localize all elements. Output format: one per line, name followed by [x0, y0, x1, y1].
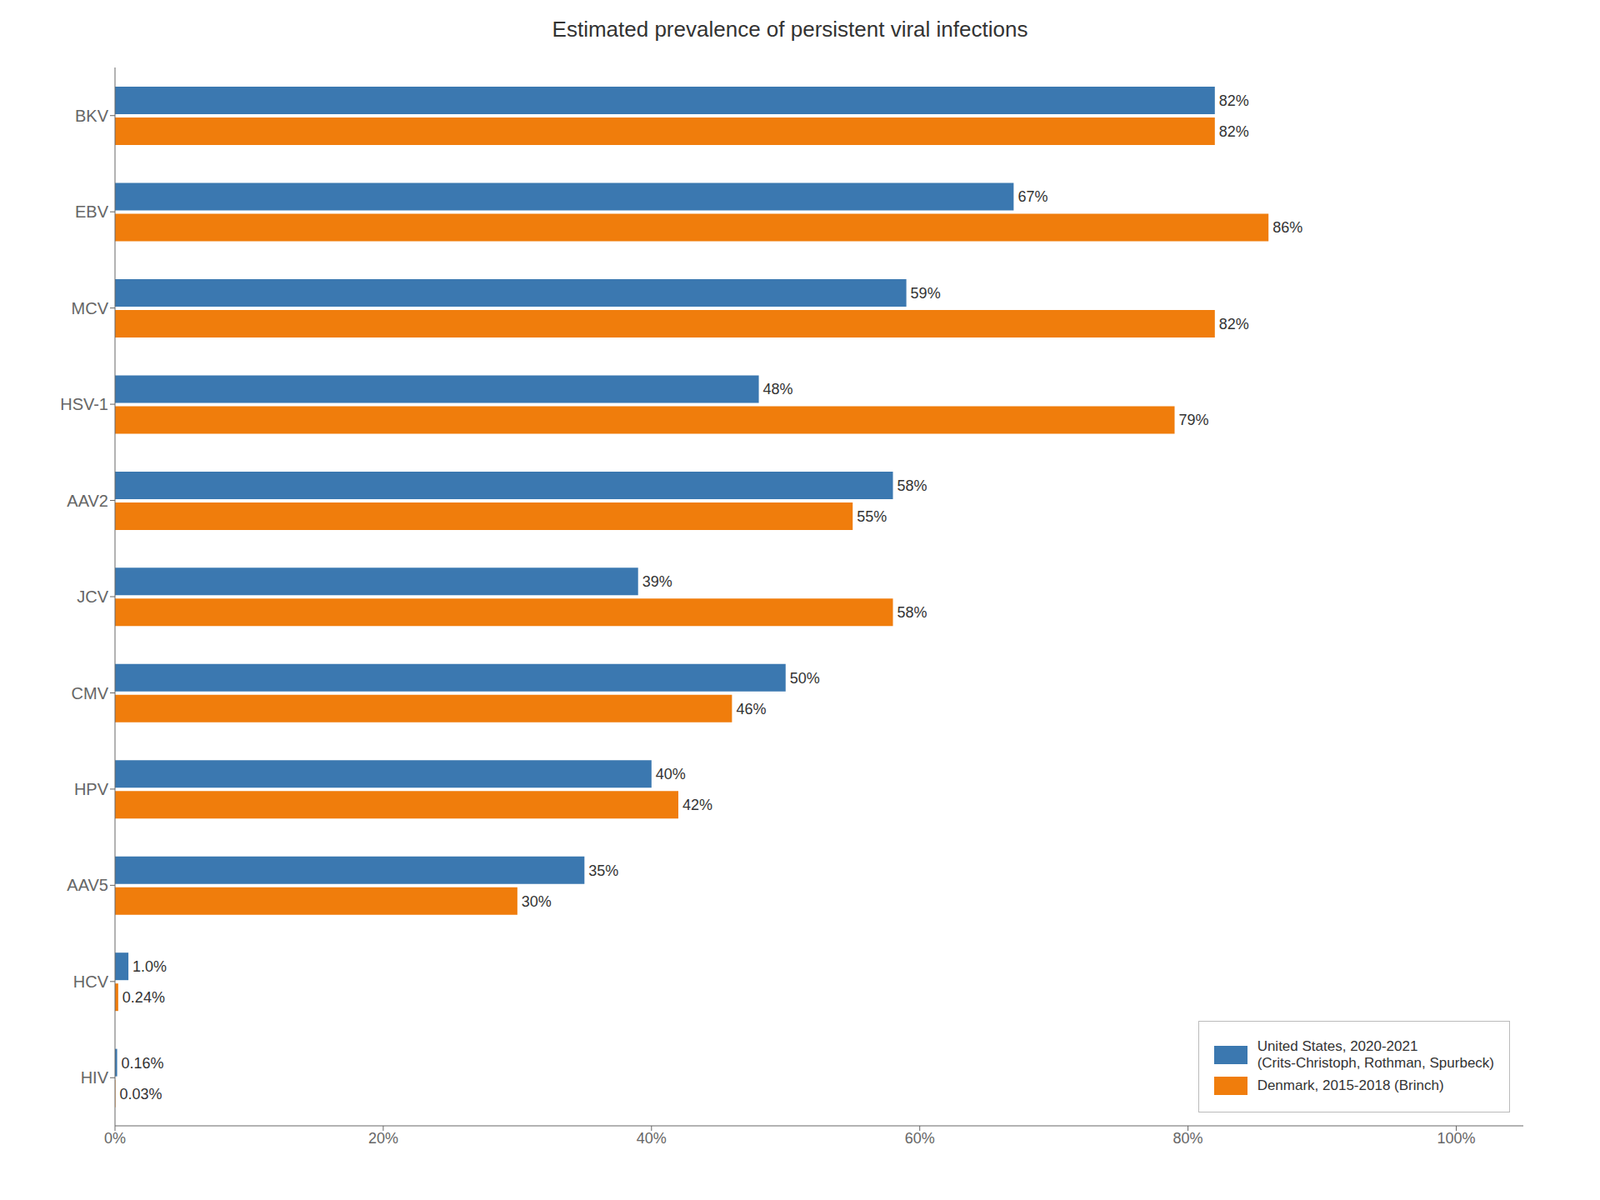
svg-text:HCV: HCV: [73, 972, 110, 991]
svg-text:AAV2: AAV2: [66, 491, 109, 510]
svg-text:20%: 20%: [368, 1130, 399, 1147]
svg-text:HIV: HIV: [80, 1068, 110, 1087]
svg-text:40%: 40%: [655, 765, 686, 783]
svg-text:60%: 60%: [905, 1130, 935, 1147]
svg-text:79%: 79%: [1179, 411, 1210, 429]
svg-text:0.24%: 0.24%: [122, 989, 165, 1006]
svg-text:86%: 86%: [1272, 219, 1303, 236]
svg-text:1.0%: 1.0%: [132, 958, 167, 975]
svg-text:40%: 40%: [636, 1130, 667, 1147]
svg-text:HSV-1: HSV-1: [60, 395, 109, 414]
svg-text:MCV: MCV: [71, 299, 110, 318]
svg-text:80%: 80%: [1173, 1130, 1204, 1147]
svg-text:BKV: BKV: [75, 106, 110, 125]
svg-text:100%: 100%: [1437, 1130, 1476, 1147]
svg-text:39%: 39%: [642, 573, 673, 590]
html-text:United States, 2020-2021 (Crit: United States, 2020-2021 (Crits-Christop…: [1257, 1038, 1495, 1071]
svg-text:30%: 30%: [521, 893, 552, 910]
svg-text:0%: 0%: [104, 1130, 126, 1147]
svg-text:46%: 46%: [735, 700, 766, 718]
svg-text:82%: 82%: [1219, 123, 1250, 140]
html-text:Denmark, 2015-2018 (Brinch): Denmark, 2015-2018 (Brinch): [1257, 1077, 1444, 1094]
svg-text:HPV: HPV: [74, 780, 110, 799]
svg-text:55%: 55%: [856, 508, 887, 525]
svg-text:EBV: EBV: [75, 202, 110, 221]
svg-text:82%: 82%: [1219, 315, 1250, 333]
svg-text:48%: 48%: [763, 380, 794, 398]
svg-text:67%: 67%: [1017, 188, 1048, 205]
svg-text:0.03%: 0.03%: [119, 1085, 162, 1103]
svg-text:0.16%: 0.16%: [121, 1055, 165, 1072]
svg-text:50%: 50%: [790, 670, 820, 687]
svg-text:82%: 82%: [1219, 92, 1250, 110]
svg-text:59%: 59%: [910, 285, 941, 302]
svg-text:42%: 42%: [682, 796, 713, 814]
html-text:Estimated prevalence of persis: Estimated prevalence of persistent viral…: [552, 16, 1028, 42]
svg-text:35%: 35%: [588, 862, 619, 880]
svg-text:CMV: CMV: [71, 684, 110, 703]
svg-text:AAV5: AAV5: [66, 875, 109, 895]
svg-text:58%: 58%: [897, 604, 928, 621]
svg-text:JCV: JCV: [76, 587, 109, 606]
svg-text:58%: 58%: [897, 477, 928, 495]
